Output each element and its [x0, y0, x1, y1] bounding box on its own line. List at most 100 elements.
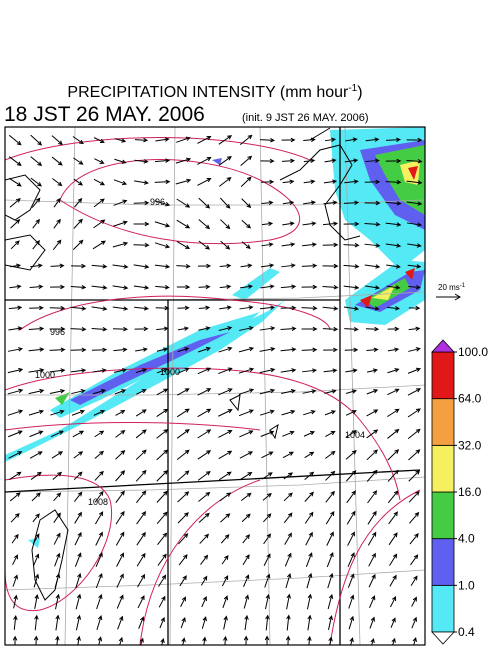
wind-arrow — [348, 615, 355, 630]
wind-arrow — [280, 284, 297, 289]
wind-arrow — [50, 284, 65, 290]
wind-arrow — [218, 450, 233, 460]
valid-time: 18 JST 26 MAY. 2006 — [4, 103, 205, 126]
wind-arrow — [302, 389, 317, 394]
reference-vector-exponent: -1 — [460, 283, 466, 289]
wind-arrow — [197, 157, 212, 165]
wind-arrow — [280, 368, 297, 373]
wind-arrow — [176, 136, 191, 143]
wind-arrow — [345, 450, 357, 460]
colorbar-segment — [431, 398, 455, 446]
wind-arrow — [157, 532, 168, 545]
wind-arrow — [280, 347, 297, 352]
wind-arrow — [324, 410, 336, 416]
wind-arrow — [306, 593, 313, 610]
wind-arrow — [304, 451, 315, 459]
wind-arrow — [243, 635, 249, 645]
wind-arrow — [136, 531, 146, 546]
wind-arrow — [408, 326, 421, 332]
wind-arrow — [387, 368, 400, 374]
wind-arrow — [8, 134, 22, 146]
colorbar-segment — [431, 491, 455, 540]
wind-arrow — [326, 531, 334, 546]
wind-arrow — [93, 137, 105, 143]
wind-arrow — [347, 573, 355, 588]
wind-arrow — [387, 347, 400, 352]
wind-arrow — [410, 554, 419, 566]
wind-arrow — [260, 263, 275, 268]
wind-arrow — [223, 615, 228, 630]
wind-arrow — [386, 285, 401, 290]
wind-arrow — [281, 137, 296, 143]
wind-arrow — [323, 368, 338, 373]
wind-arrow — [136, 389, 147, 395]
wind-arrow — [49, 305, 66, 311]
wind-arrow — [177, 512, 189, 524]
wind-arrow — [301, 305, 318, 311]
wind-arrow — [51, 135, 63, 146]
wind-arrow — [343, 264, 360, 269]
wind-arrow — [32, 218, 40, 229]
wind-arrow — [197, 429, 212, 439]
wind-arrow — [33, 553, 40, 566]
wind-arrow — [218, 135, 233, 145]
wind-arrow — [219, 305, 232, 310]
wind-arrow — [345, 430, 357, 438]
colorbar-segment — [431, 444, 455, 493]
wind-arrow — [50, 430, 64, 438]
wind-arrow — [94, 490, 104, 503]
wind-arrow — [343, 306, 360, 311]
wind-arrow — [218, 346, 233, 353]
wind-arrow — [282, 158, 296, 164]
wind-arrow — [219, 176, 232, 187]
wind-arrow — [52, 471, 63, 480]
wind-arrow — [197, 346, 211, 353]
wind-arrow — [52, 178, 63, 187]
wind-arrow — [176, 241, 191, 250]
wind-arrow — [218, 156, 232, 166]
wind-arrow — [325, 430, 336, 437]
wind-arrow — [112, 264, 129, 269]
wind-arrow — [135, 368, 148, 374]
wind-arrow — [343, 242, 360, 248]
wind-arrow — [368, 573, 376, 588]
wind-arrow — [303, 200, 316, 205]
wind-arrow — [115, 531, 125, 546]
wind-arrow — [283, 512, 293, 524]
wind-arrow — [156, 469, 169, 482]
wind-arrow — [259, 388, 276, 395]
wind-arrow — [365, 306, 380, 311]
wind-arrow — [177, 367, 190, 374]
wind-arrow — [197, 470, 211, 481]
colorbar-label: 100.0 — [458, 345, 488, 359]
wind-arrow — [135, 347, 148, 352]
wind-arrow — [303, 158, 316, 164]
wind-arrow — [53, 197, 61, 208]
wind-arrow — [113, 220, 128, 227]
wind-arrow — [241, 219, 252, 229]
wind-arrow — [71, 409, 86, 416]
wind-arrow — [218, 471, 232, 481]
wind-arrow — [155, 137, 170, 142]
wind-arrow — [240, 263, 253, 268]
wind-arrow — [322, 326, 339, 332]
wind-arrow — [92, 240, 106, 250]
wind-arrow — [303, 410, 316, 416]
wind-arrow — [285, 635, 291, 645]
wind-arrow — [28, 347, 45, 352]
wind-arrow — [198, 219, 211, 230]
wind-arrow — [218, 409, 233, 417]
wind-arrow — [220, 219, 231, 230]
wind-arrow — [93, 178, 106, 186]
wind-arrow — [176, 198, 191, 208]
wind-arrow — [71, 389, 86, 395]
wind-arrow — [55, 593, 61, 610]
wind-arrow — [218, 326, 233, 331]
wind-arrow — [50, 409, 65, 416]
wind-arrow — [197, 450, 212, 460]
wind-arrow — [176, 408, 190, 418]
wind-arrow — [282, 451, 294, 459]
wind-arrow — [407, 243, 422, 248]
wind-arrow — [137, 595, 145, 609]
wind-arrow — [176, 429, 190, 439]
